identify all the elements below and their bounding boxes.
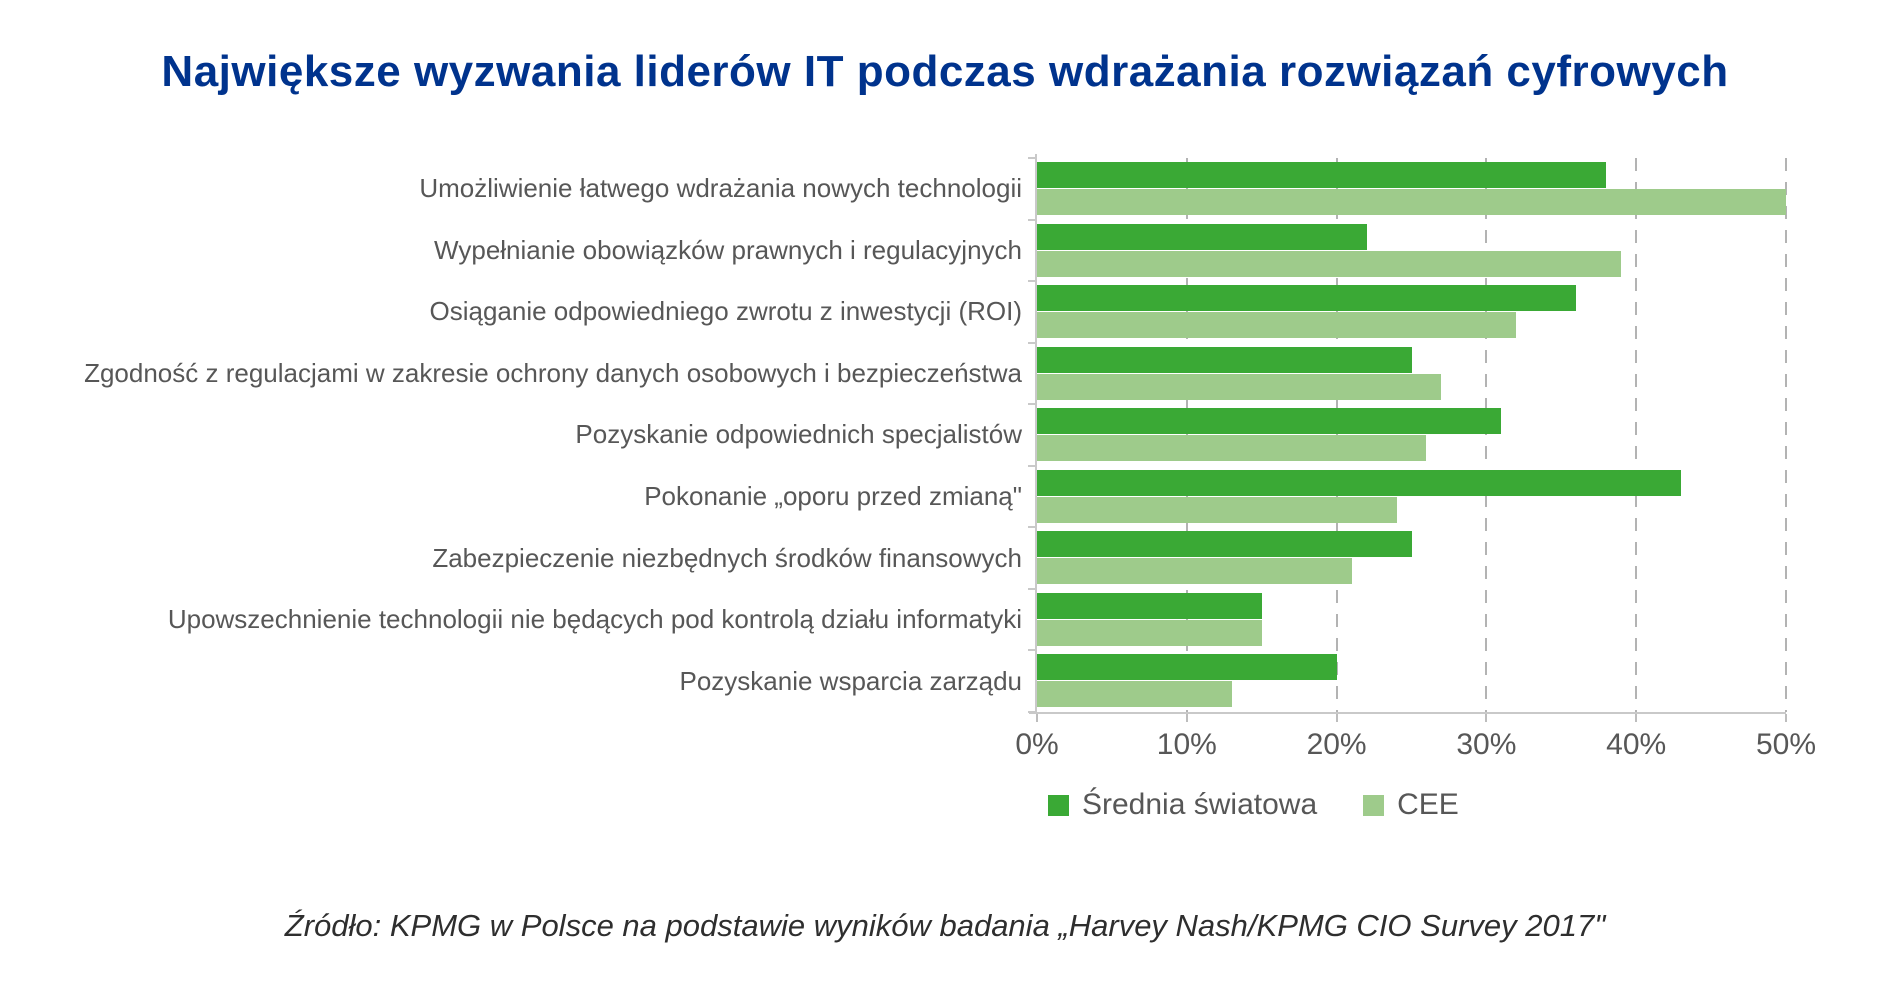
x-tick-label: 0% (1015, 728, 1059, 761)
bar-world (1037, 592, 1262, 619)
category-label: Umożliwienie łatwego wdrażania nowych te… (419, 173, 1022, 204)
bar-world (1037, 346, 1412, 373)
gridline-30% (1485, 158, 1488, 712)
plot-area: 0% 10% 20% 30% 40% 50% Umożliwienie łatwego wd… (84, 154, 1816, 761)
y-axis-line (1035, 154, 1037, 714)
x-tick-mark (1635, 714, 1638, 722)
x-tick-mark (1785, 714, 1787, 722)
chart-legend: Średnia światowa CEE (1048, 788, 1459, 822)
x-axis-line (1029, 712, 1786, 714)
legend-swatch-icon (1363, 794, 1385, 816)
y-tick-mark (1028, 157, 1035, 159)
x-tick-label: 10% (1156, 728, 1217, 761)
bar-cee (1037, 619, 1262, 646)
bar-cee (1037, 312, 1517, 339)
bar-world (1037, 469, 1682, 496)
bar-cee (1037, 496, 1397, 523)
gridline-50% (1785, 158, 1787, 712)
bar-cee (1037, 250, 1622, 277)
category-label: Pokonanie „oporu przed zmianą" (644, 481, 1022, 512)
category-band: Osiąganie odpowiedniego zwrotu z inwesty… (430, 281, 1786, 343)
x-tick-label: 20% (1306, 728, 1367, 761)
source-note: Źródło: KPMG w Polsce na podstawie wynik… (284, 908, 1606, 943)
bar-world (1037, 408, 1502, 435)
x-tick-label: 30% (1456, 728, 1517, 761)
legend-label: CEE (1397, 788, 1459, 821)
legend-item: Średnia światowa (1048, 788, 1317, 822)
x-tick-mark (1335, 714, 1338, 722)
x-tick-mark (1485, 714, 1488, 722)
x-tick-label: 40% (1606, 728, 1667, 761)
y-tick-mark (1028, 403, 1035, 406)
legend-swatch-icon (1048, 794, 1069, 816)
category-band: Zabezpieczenie niezbędnych środków finan… (432, 527, 1786, 589)
bar-world (1037, 654, 1337, 681)
category-band: Upowszechnienie technologii nie będących… (168, 589, 1786, 651)
category-label: Upowszechnienie technologii nie będących… (167, 604, 1022, 635)
category-label: Pozyskanie wsparcia zarządu (679, 665, 1023, 696)
bar-cee (1037, 189, 1786, 215)
legend-item: CEE (1363, 788, 1459, 822)
bar-cee (1037, 435, 1427, 462)
gridline-40% (1635, 158, 1638, 712)
bar-world (1037, 285, 1577, 312)
category-label: Osiąganie odpowiedniego zwrotu z inwesty… (429, 296, 1023, 327)
x-tick-mark (1185, 714, 1188, 722)
x-tick-label: 50% (1755, 728, 1817, 761)
bar-cee (1037, 558, 1352, 585)
y-tick-mark (1028, 649, 1035, 652)
y-tick-mark (1028, 280, 1035, 283)
chart-title: Największe wyzwania liderów IT podczas w… (161, 47, 1729, 97)
bar-world (1037, 162, 1607, 188)
y-tick-mark (1028, 526, 1035, 529)
category-label: Zabezpieczenie niezbędnych środków finan… (432, 542, 1022, 573)
gridline-20% (1335, 158, 1338, 712)
y-tick-mark (1028, 464, 1035, 467)
category-label: Wypełnianie obowiązków prawnych i regula… (434, 234, 1022, 265)
bar-cee (1037, 681, 1232, 708)
category-band: Pokonanie „oporu przed zmianą" (644, 466, 1786, 528)
bar-cee (1037, 373, 1442, 400)
category-label: Pozyskanie odpowiednich specjalistów (575, 419, 1022, 450)
y-tick-mark (1028, 711, 1035, 713)
category-band: Pozyskanie wsparcia zarządu (680, 650, 1786, 712)
category-band: Zgodność z regulacjami w zakresie ochron… (84, 343, 1786, 405)
category-band: Pozyskanie odpowiednich specjalistów (575, 404, 1786, 466)
gridline-10% (1185, 158, 1188, 712)
category-label: Zgodność z regulacjami w zakresie ochron… (84, 357, 1022, 388)
category-band: Umożliwienie łatwego wdrażania nowych te… (419, 158, 1786, 220)
bar-world (1037, 531, 1412, 558)
x-tick-mark (1036, 714, 1038, 722)
y-tick-mark (1028, 218, 1035, 221)
y-tick-mark (1028, 587, 1035, 590)
category-band: Wypełnianie obowiązków prawnych i regula… (434, 220, 1786, 282)
bar-world (1037, 223, 1367, 250)
legend-label: Średnia światowa (1082, 788, 1318, 821)
y-tick-mark (1028, 341, 1035, 344)
